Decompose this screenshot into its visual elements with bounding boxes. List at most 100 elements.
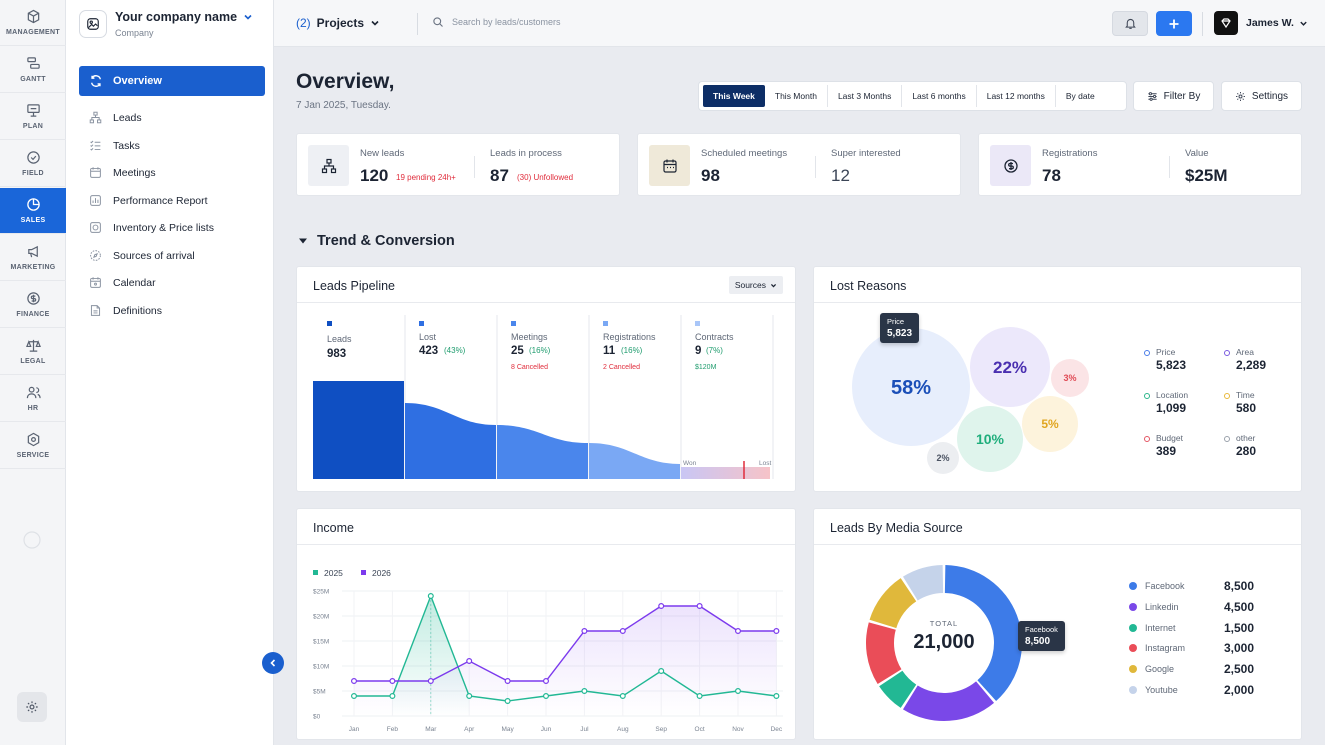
legend-item-internet: Internet 1,500 <box>1129 621 1254 635</box>
legend-value: 4,500 <box>1223 599 1254 614</box>
rail-item-finance[interactable]: FINANCE <box>0 282 66 328</box>
tooltip-value: 8,500 <box>1025 636 1051 647</box>
section-toggle-trend-conversion[interactable]: Trend & Conversion <box>298 233 455 249</box>
pipeline-area-leads <box>313 381 404 479</box>
settings-gear-button[interactable] <box>17 692 47 722</box>
donut-center: TOTAL 21,000 <box>904 619 984 654</box>
rail-item-management[interactable]: MANAGEMENT <box>0 0 66 46</box>
projects-label: Projects <box>316 16 365 30</box>
donut-tooltip: Facebook 8,500 <box>1018 621 1065 651</box>
rail-item-service[interactable]: SERVICE <box>0 423 66 469</box>
sidebar-item-performance-report[interactable]: Performance Report <box>89 194 208 207</box>
range-last-12-months[interactable]: Last 12 months <box>977 85 1056 107</box>
legend-dot <box>1129 644 1137 653</box>
divider <box>1202 12 1203 36</box>
bubble <box>927 442 959 474</box>
sidebar-item-definitions[interactable]: Definitions <box>89 304 162 317</box>
panel-divider <box>814 302 1301 303</box>
range-this-week[interactable]: This Week <box>703 85 765 107</box>
x-tick-label: Jan <box>349 726 360 733</box>
rail-item-field[interactable]: FIELD <box>0 141 66 187</box>
legend-dot <box>1129 623 1137 632</box>
legend-name: other <box>1236 433 1256 443</box>
chevron-down-icon <box>371 20 379 26</box>
filter-by-label: Filter By <box>1163 90 1201 102</box>
legend-item-budget: Budget 389 <box>1144 433 1183 458</box>
pipeline-area-contracts <box>681 467 770 479</box>
sources-dropdown[interactable]: Sources <box>728 276 783 294</box>
rail-item-marketing[interactable]: MARKETING <box>0 235 66 281</box>
scheduled-meetings-value: 98 <box>701 166 720 185</box>
notifications-button[interactable] <box>1112 11 1148 36</box>
rail-item-sales[interactable]: SALES <box>0 188 66 234</box>
legend-value: 2,500 <box>1223 662 1254 677</box>
data-point <box>466 693 473 700</box>
data-point <box>427 678 434 685</box>
user-name: James W. <box>1246 17 1294 29</box>
legend-dot <box>1129 582 1137 590</box>
sidebar-item-meetings[interactable]: Meetings <box>89 166 156 179</box>
bubble-tooltip: Price 5,823 <box>880 313 920 343</box>
filter-by-button[interactable]: Filter By <box>1133 81 1214 111</box>
stage-marker <box>603 321 608 326</box>
collapse-sidebar-button[interactable] <box>262 652 284 674</box>
range-last-6-months[interactable]: Last 6 months <box>902 85 977 107</box>
tooltip-name: Price <box>887 317 905 326</box>
date-range-selector: This Week This Month Last 3 Months Last … <box>698 81 1127 111</box>
page-title: Overview, <box>296 70 395 93</box>
search-input[interactable]: Search by leads/customers <box>432 16 561 28</box>
donut-slice-internet <box>879 670 917 708</box>
y-tick-label: $0 <box>313 714 321 721</box>
company-logo[interactable] <box>79 10 107 38</box>
add-button[interactable] <box>1156 11 1192 36</box>
org-chart-icon <box>89 111 102 124</box>
legend-label: 2025 <box>324 568 343 578</box>
sidebar-item-label: Meetings <box>113 166 156 179</box>
range-by-date[interactable]: By date <box>1065 91 1095 101</box>
sidebar-item-inventory[interactable]: Inventory & Price lists <box>89 221 214 234</box>
data-point <box>696 602 703 609</box>
settings-button[interactable]: Settings <box>1221 81 1302 111</box>
stage-name: Meetings <box>511 332 548 342</box>
x-tick-label: Mar <box>425 726 437 733</box>
new-leads-pending: 19 pending 24h+ <box>396 173 456 182</box>
sliders-icon <box>1148 91 1157 101</box>
sidebar-item-leads[interactable]: Leads <box>89 111 142 124</box>
rail-item-gantt[interactable]: GANTT <box>0 47 66 93</box>
panel-divider <box>297 544 795 545</box>
stage-value: 25 <box>511 345 524 357</box>
data-point <box>389 678 396 685</box>
range-this-month[interactable]: This Month <box>765 85 828 107</box>
sidebar-item-calendar[interactable]: Calendar <box>89 276 156 289</box>
legend-name: Area <box>1236 347 1254 357</box>
sidebar-item-tasks[interactable]: Tasks <box>89 139 140 152</box>
legend-name: Budget <box>1156 433 1183 443</box>
bubble-label: 5% <box>1041 417 1059 431</box>
org-chart-icon <box>321 158 336 173</box>
legend-swatch <box>361 570 366 575</box>
legend-item-other: other 280 <box>1224 433 1256 458</box>
caret-down-icon <box>299 238 307 244</box>
media-donut-chart <box>866 565 1022 721</box>
projects-dropdown[interactable]: (2) Projects <box>296 16 380 30</box>
rail-item-plan[interactable]: PLAN <box>0 94 66 140</box>
lost-label: Lost <box>759 460 771 467</box>
top-bar: (2) Projects Search by leads/customers J… <box>274 0 1325 47</box>
sidebar-item-sources-of-arrival[interactable]: Sources of arrival <box>89 249 195 262</box>
image-icon <box>87 18 99 30</box>
user-menu[interactable]: James W. <box>1246 17 1308 29</box>
x-tick-label: Apr <box>464 726 475 733</box>
plus-icon <box>1169 19 1179 28</box>
company-switcher[interactable]: Your company name <box>115 10 253 24</box>
rail-item-legal[interactable]: LEGAL <box>0 329 66 375</box>
y-tick-label: $20M <box>313 614 329 621</box>
panel-title: Income <box>313 521 354 535</box>
income-line-chart: $0 $5M $10M $15M $20M $25M Jan Feb Mar Apr May Jun J… <box>313 568 783 733</box>
rail-item-hr[interactable]: HR <box>0 376 66 422</box>
pipeline-area-registrations <box>589 443 680 479</box>
stage-note: 8 Cancelled <box>511 364 548 371</box>
avatar[interactable] <box>1214 11 1238 35</box>
sources-label: Sources <box>734 280 766 290</box>
sidebar-item-overview[interactable]: Overview <box>79 66 265 96</box>
range-last-3-months[interactable]: Last 3 Months <box>828 85 903 107</box>
